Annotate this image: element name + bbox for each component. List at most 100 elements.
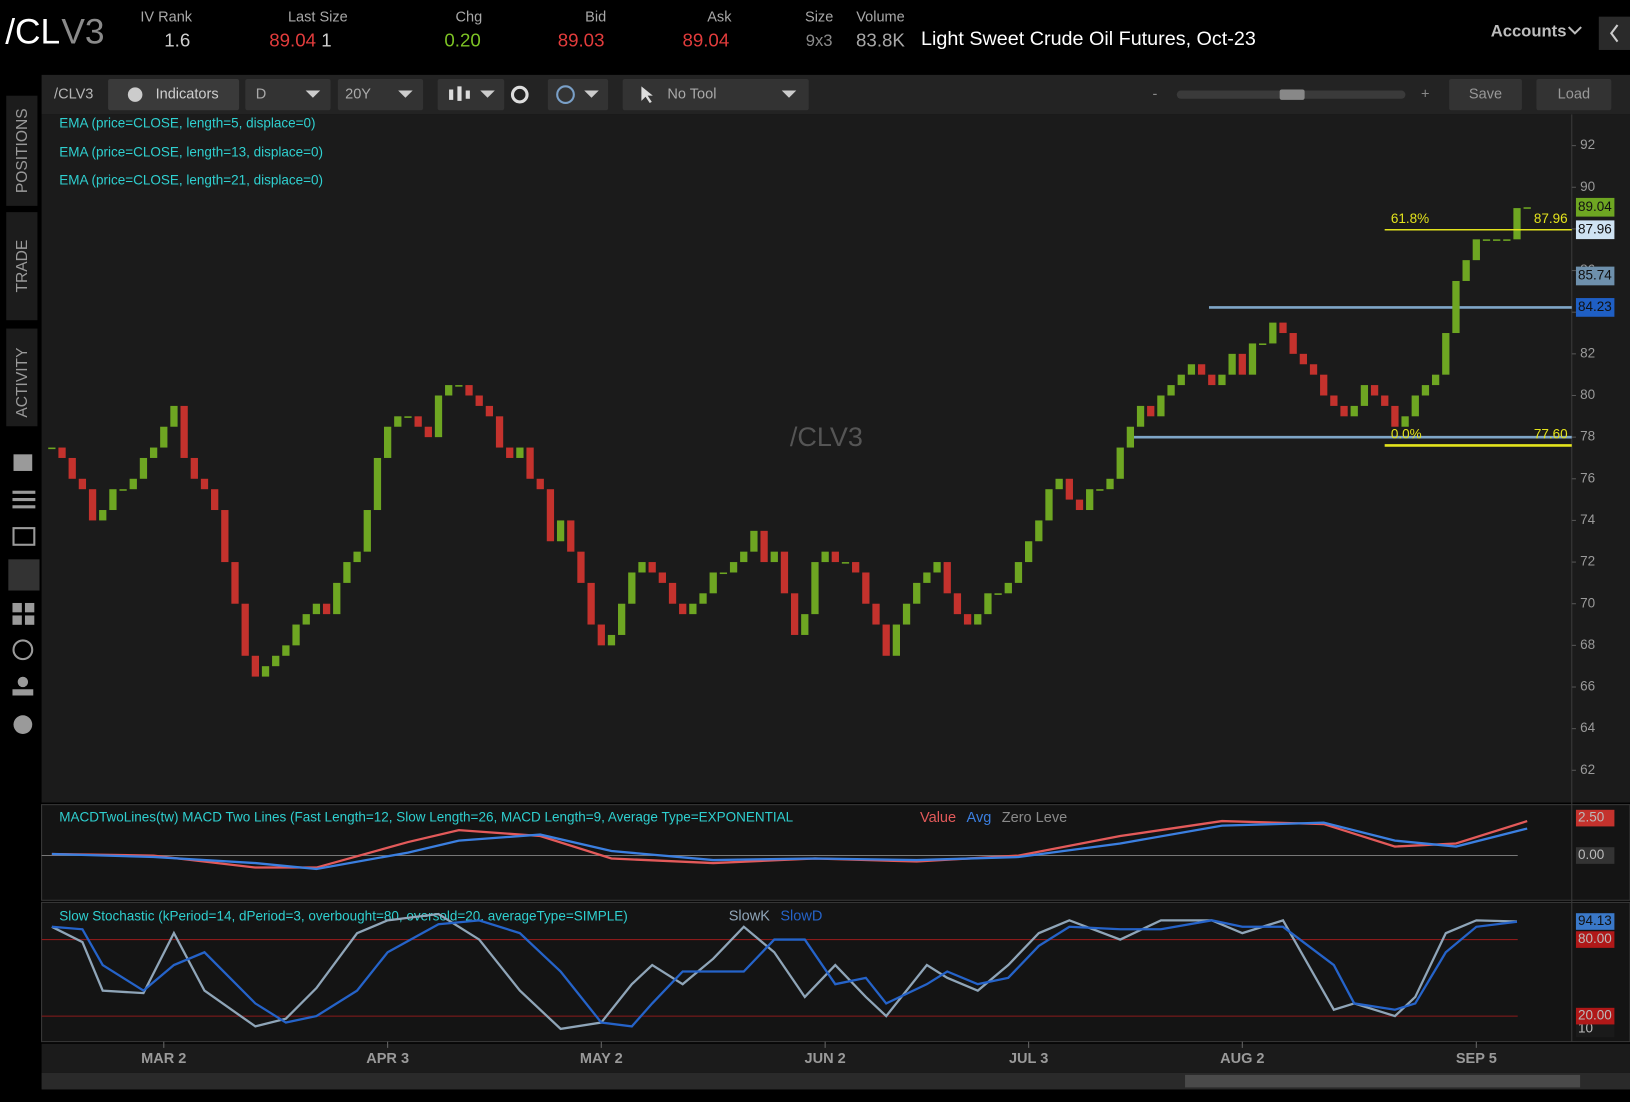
study-label: EMA (price=CLOSE, length=5, displace=0) [59, 115, 315, 130]
candle [577, 551, 585, 583]
label: Volume [856, 10, 905, 26]
candle [923, 572, 931, 583]
candle [1086, 489, 1094, 511]
candle [261, 666, 270, 677]
y-tick-label: 82 [1580, 345, 1595, 360]
icon[interactable] [12, 602, 22, 613]
candle [495, 416, 504, 448]
price-marker-label: 85.74 [1578, 268, 1612, 283]
candle [516, 447, 524, 458]
candle [1116, 447, 1124, 479]
pointer-icon [641, 86, 653, 103]
zoom-thumb[interactable] [1279, 89, 1305, 100]
candle [1401, 416, 1409, 427]
candle [1381, 395, 1389, 406]
candle [546, 489, 555, 542]
value: 89.04 [269, 30, 316, 51]
accounts-menu[interactable]: Accounts [1491, 22, 1567, 41]
candle [272, 655, 280, 667]
candle [821, 551, 829, 563]
aggregation-dropdown[interactable] [245, 79, 331, 111]
candle [353, 551, 361, 563]
candle [1482, 239, 1491, 241]
icon[interactable] [12, 639, 34, 661]
side-tab[interactable] [6, 95, 38, 206]
candle [1035, 520, 1043, 542]
study-label: MACDTwoLines(tw) MACD Two Lines (Fast Le… [59, 810, 793, 825]
y-tick-label: 74 [1580, 512, 1596, 527]
candle [994, 593, 1002, 595]
zoom-out[interactable]: - [1153, 86, 1158, 102]
candle [211, 489, 219, 511]
study-label: Slow Stochastic (kPeriod=14, dPeriod=3, … [59, 908, 627, 923]
candle [963, 614, 972, 625]
save-button[interactable] [1449, 79, 1522, 111]
x-tick-label: AUG 2 [1220, 1051, 1264, 1067]
label: Bid [585, 10, 606, 26]
candle [312, 603, 321, 615]
candle [1493, 239, 1501, 241]
candle [556, 520, 565, 542]
settings-button[interactable] [510, 85, 529, 104]
legend-entry: Avg [967, 810, 992, 826]
candle [1167, 385, 1175, 396]
candle [699, 593, 707, 604]
value: 0.20 [444, 30, 480, 51]
x-tick-label: MAY 2 [580, 1051, 623, 1067]
candle [1452, 280, 1460, 334]
collapse-button[interactable] [1598, 16, 1630, 50]
candle [1136, 405, 1145, 427]
y-tick-label: 90 [1580, 179, 1595, 194]
y-tick-label: 70 [1580, 595, 1595, 610]
candle [648, 562, 656, 573]
candle [974, 614, 982, 625]
button-label: Save [1469, 86, 1502, 102]
price-marker [1575, 266, 1615, 286]
candle [618, 603, 626, 635]
label: Ask [707, 10, 732, 26]
candle [1218, 374, 1226, 386]
side-tab[interactable] [6, 212, 38, 321]
button-label: Load [1558, 86, 1590, 102]
chart-style-button[interactable] [437, 79, 505, 111]
candle [424, 426, 432, 438]
timeframe-dropdown[interactable] [337, 79, 424, 111]
load-button[interactable] [1536, 79, 1612, 111]
side-tab-label: ACTIVITY [14, 347, 31, 418]
y-tick-label: 78 [1580, 429, 1595, 444]
icon[interactable] [13, 454, 33, 471]
candle [597, 624, 605, 646]
description: Light Sweet Crude Oil Futures, Oct-23 [921, 28, 1256, 50]
candle [760, 530, 768, 563]
dropdown-label: 20Y [345, 86, 371, 102]
fib-value: 77.60 [1534, 427, 1568, 442]
icon-active[interactable] [8, 559, 40, 591]
icon[interactable] [12, 527, 36, 546]
indicator-line [51, 919, 1518, 1028]
icon [12, 689, 34, 696]
toolbar-symbol: /CLV3 [54, 86, 93, 102]
candle [1187, 364, 1196, 375]
candle [1360, 385, 1369, 406]
price-marker [1575, 298, 1615, 317]
candle [302, 614, 310, 625]
icon[interactable] [17, 676, 29, 688]
indicators-button[interactable] [108, 79, 240, 111]
candle [1421, 385, 1430, 396]
dropdown-label: D [256, 86, 267, 102]
help-icon[interactable] [13, 715, 33, 734]
candle [607, 634, 616, 646]
scroll-thumb[interactable] [1185, 1074, 1581, 1088]
candle [1208, 374, 1216, 386]
icon[interactable] [12, 490, 36, 494]
icon [12, 615, 22, 625]
candle [221, 510, 229, 563]
tool-dropdown[interactable] [622, 79, 809, 111]
candle [455, 385, 463, 387]
zoom-in[interactable]: + [1421, 86, 1429, 102]
side-tab-label: TRADE [14, 240, 31, 293]
side-tab[interactable] [6, 328, 38, 427]
watermark: /CLV3 [790, 422, 863, 452]
value: 9x3 [806, 31, 833, 50]
price-marker-label: 87.96 [1578, 221, 1612, 236]
